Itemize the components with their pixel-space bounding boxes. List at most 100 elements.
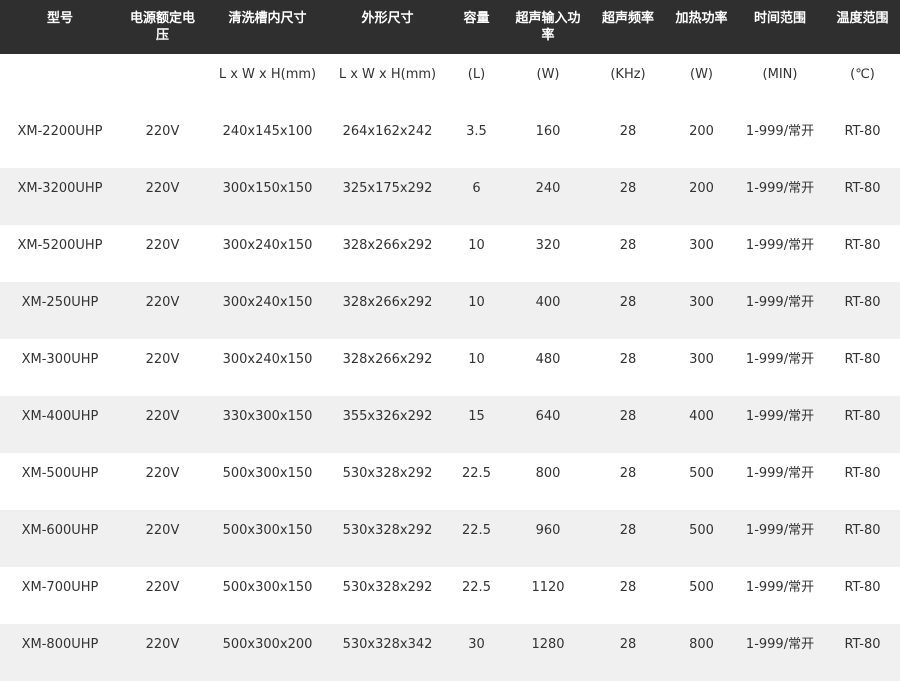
table-cell: 1-999/常开 [735,510,825,567]
table-cell: 1-999/常开 [735,282,825,339]
table-row: XM-700UHP 220V 500x300x150 530x328x292 22.5 1… [0,567,900,624]
table-cell: 3.5 [466,124,487,139]
table-cell: 22.5 [445,510,508,567]
table-cell: 328x266x292 [330,282,445,339]
table-cell: 330x300x150 [205,396,330,453]
column-header: 型号 [0,0,120,54]
table-row: XM-400UHP 220V 330x300x150 355x326x292 15 640… [0,396,900,453]
table-cell: 500x300x200 [205,624,330,681]
table-cell: 300x150x150 [205,168,330,225]
table-row: XM-600UHP 220V 500x300x150 530x328x292 22.5 9… [0,510,900,567]
table-cell: XM-300UHP [21,352,99,367]
table-cell: XM-600UHP [0,510,120,567]
column-header: 温度范围 [825,0,900,54]
table-row: XM-300UHP 220V 300x240x150 328x266x292 10 480… [0,339,900,396]
table-cell: XM-400UHP [0,396,120,453]
table-cell: 300 [689,352,714,367]
table-cell: 300 [668,282,735,339]
column-header: 电源额定电压 [120,0,205,54]
table-cell: 800 [535,466,561,481]
unit-cell [0,54,120,111]
table-cell: 328x266x292 [342,238,433,253]
table-cell: 960 [508,510,588,567]
table-cell: 6 [445,168,508,225]
unit-cell: (MIN) [762,67,798,82]
table-cell: RT-80 [844,238,881,253]
table-cell: 200 [689,124,714,139]
table-cell: 28 [588,624,668,681]
table-cell: 1-999/常开 [745,352,815,367]
table-cell: XM-250UHP [0,282,120,339]
table-cell: RT-80 [844,580,881,595]
unit-cell: L x W x H(mm) [338,67,437,82]
unit-cell: (℃) [850,67,875,82]
table-cell: 240 [508,168,588,225]
table-cell: 500 [689,466,714,481]
table-cell: RT-80 [825,624,900,681]
unit-cell [120,54,205,111]
table-cell: 1-999/常开 [745,124,815,139]
table-cell: 300x240x150 [222,238,313,253]
table-cell: XM-2200UHP [17,124,103,139]
header-row: 型号 电源额定电压 清洗槽内尺寸 外形尺寸 容量 超声输入功率 超声频率 加热功率 时间范围 温度… [0,0,900,54]
table-cell: RT-80 [844,124,881,139]
table-cell: 22.5 [462,580,491,595]
table-cell: 500x300x150 [205,510,330,567]
table-cell: RT-80 [825,168,900,225]
table-cell: 325x175x292 [330,168,445,225]
table-cell: 500x300x150 [222,466,313,481]
table-cell: 10 [445,282,508,339]
table-cell: 1280 [508,624,588,681]
column-header: 容量 [445,0,508,54]
table-cell: 530x328x342 [330,624,445,681]
column-header: 加热功率 [668,0,735,54]
column-header: 外形尺寸 [330,0,445,54]
table-cell: 1-999/常开 [735,168,825,225]
table-row: XM-5200UHP 220V 300x240x150 328x266x292 10 32… [0,225,900,282]
table-cell: XM-3200UHP [0,168,120,225]
table-cell: 355x326x292 [330,396,445,453]
unit-cell: (W) [536,67,560,82]
table-cell: RT-80 [825,510,900,567]
table-row: XM-2200UHP 220V 240x145x100 264x162x242 3.5 1… [0,111,900,168]
table-cell: 220V [120,396,205,453]
table-cell: RT-80 [844,466,881,481]
table-cell: 300 [689,238,714,253]
table-cell: 800 [668,624,735,681]
table-cell: 28 [588,396,668,453]
table-cell: 1-999/常开 [735,624,825,681]
table-cell: 30 [445,624,508,681]
table-cell: 10 [468,352,485,367]
table-cell: 10 [468,238,485,253]
table-cell: 28 [588,168,668,225]
table-cell: 160 [535,124,561,139]
unit-cell: (W) [690,67,713,82]
column-header: 超声频率 [588,0,668,54]
table-cell: 28 [588,282,668,339]
table-cell: 530x328x292 [330,510,445,567]
table-cell: 500 [668,510,735,567]
table-cell: 28 [588,510,668,567]
units-row: L x W x H(mm) L x W x H(mm) (L) (W) (KHz) (W)… [0,54,900,111]
table-cell: 220V [145,352,180,367]
table-cell: 22.5 [462,466,491,481]
table-cell: 28 [619,124,637,139]
table-cell: RT-80 [825,396,900,453]
table-row: XM-250UHP 220V 300x240x150 328x266x292 10 400… [0,282,900,339]
table-cell: 400 [668,396,735,453]
table-cell: 640 [508,396,588,453]
table-row: XM-800UHP 220V 500x300x200 530x328x342 30 128… [0,624,900,681]
unit-cell: (L) [467,67,486,82]
column-header: 时间范围 [735,0,825,54]
table-row: XM-3200UHP 220V 300x150x150 325x175x292 6 240… [0,168,900,225]
table-cell: 1-999/常开 [745,466,815,481]
table-cell: 28 [619,352,637,367]
table-cell: 28 [619,238,637,253]
table-row: XM-500UHP 220V 500x300x150 530x328x292 22.5 8… [0,453,900,510]
table-cell: 400 [508,282,588,339]
table-cell: 300x240x150 [222,352,313,367]
unit-cell: (KHz) [610,67,646,82]
table-cell: 220V [120,282,205,339]
table-cell: 28 [619,466,637,481]
